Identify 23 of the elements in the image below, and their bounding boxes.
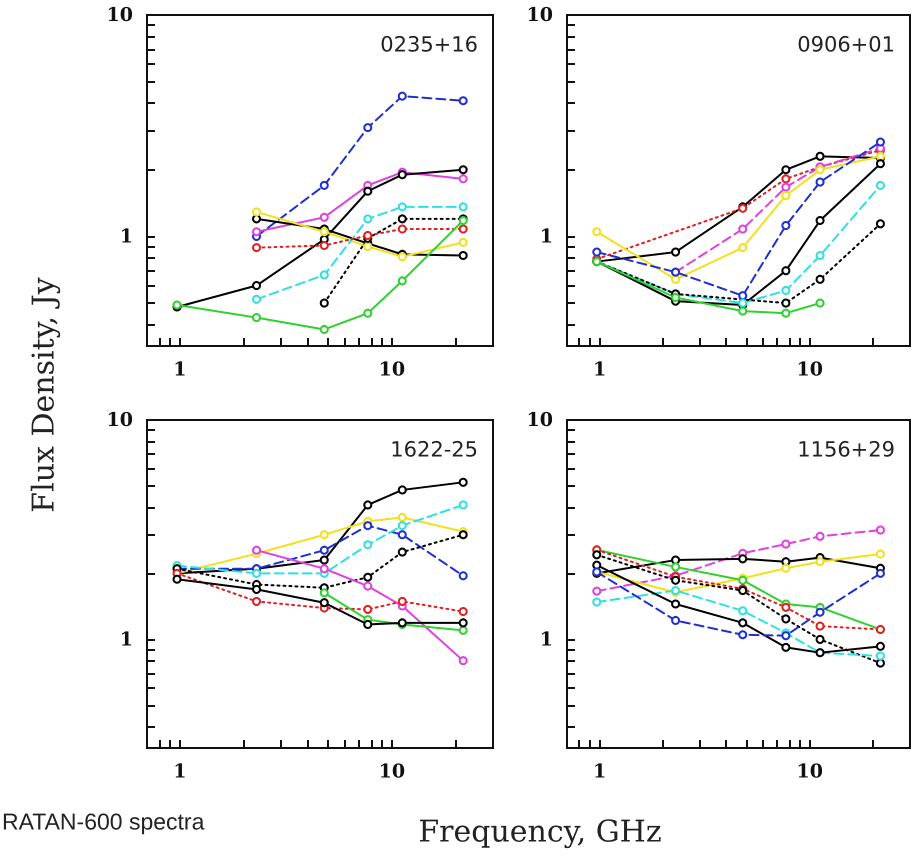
x-tick-label: 10	[796, 358, 823, 380]
y-tick-label: 10	[526, 4, 553, 26]
x-tick-label: 1	[592, 760, 606, 782]
x-tick-label: 10	[378, 760, 406, 782]
text: RATAN-600 spectra	[2, 808, 204, 836]
y-tick-label: 10	[106, 4, 133, 26]
x-tick-label: 1	[592, 358, 606, 380]
y-tick-label: 1	[120, 628, 133, 650]
y-tick-label: 1	[120, 225, 133, 248]
y-tick-label: 1	[540, 225, 553, 248]
y-tick-label: 1	[540, 628, 553, 650]
y-tick-label: 10	[106, 409, 133, 431]
text: 1156+29	[797, 438, 896, 462]
x-tick-label: 1	[173, 760, 186, 782]
y-axis-title: Flux Density, Jy	[26, 277, 62, 513]
text: 0906+01	[797, 32, 896, 56]
x-tick-label: 10	[796, 760, 823, 782]
x-axis-title: Frequency, GHz	[418, 814, 662, 850]
x-tick-label: 1	[173, 358, 186, 380]
x-tick-label: 10	[378, 358, 406, 380]
text: 1622-25	[390, 438, 478, 462]
y-tick-label: 10	[526, 409, 553, 431]
text: 0235+16	[380, 32, 478, 56]
